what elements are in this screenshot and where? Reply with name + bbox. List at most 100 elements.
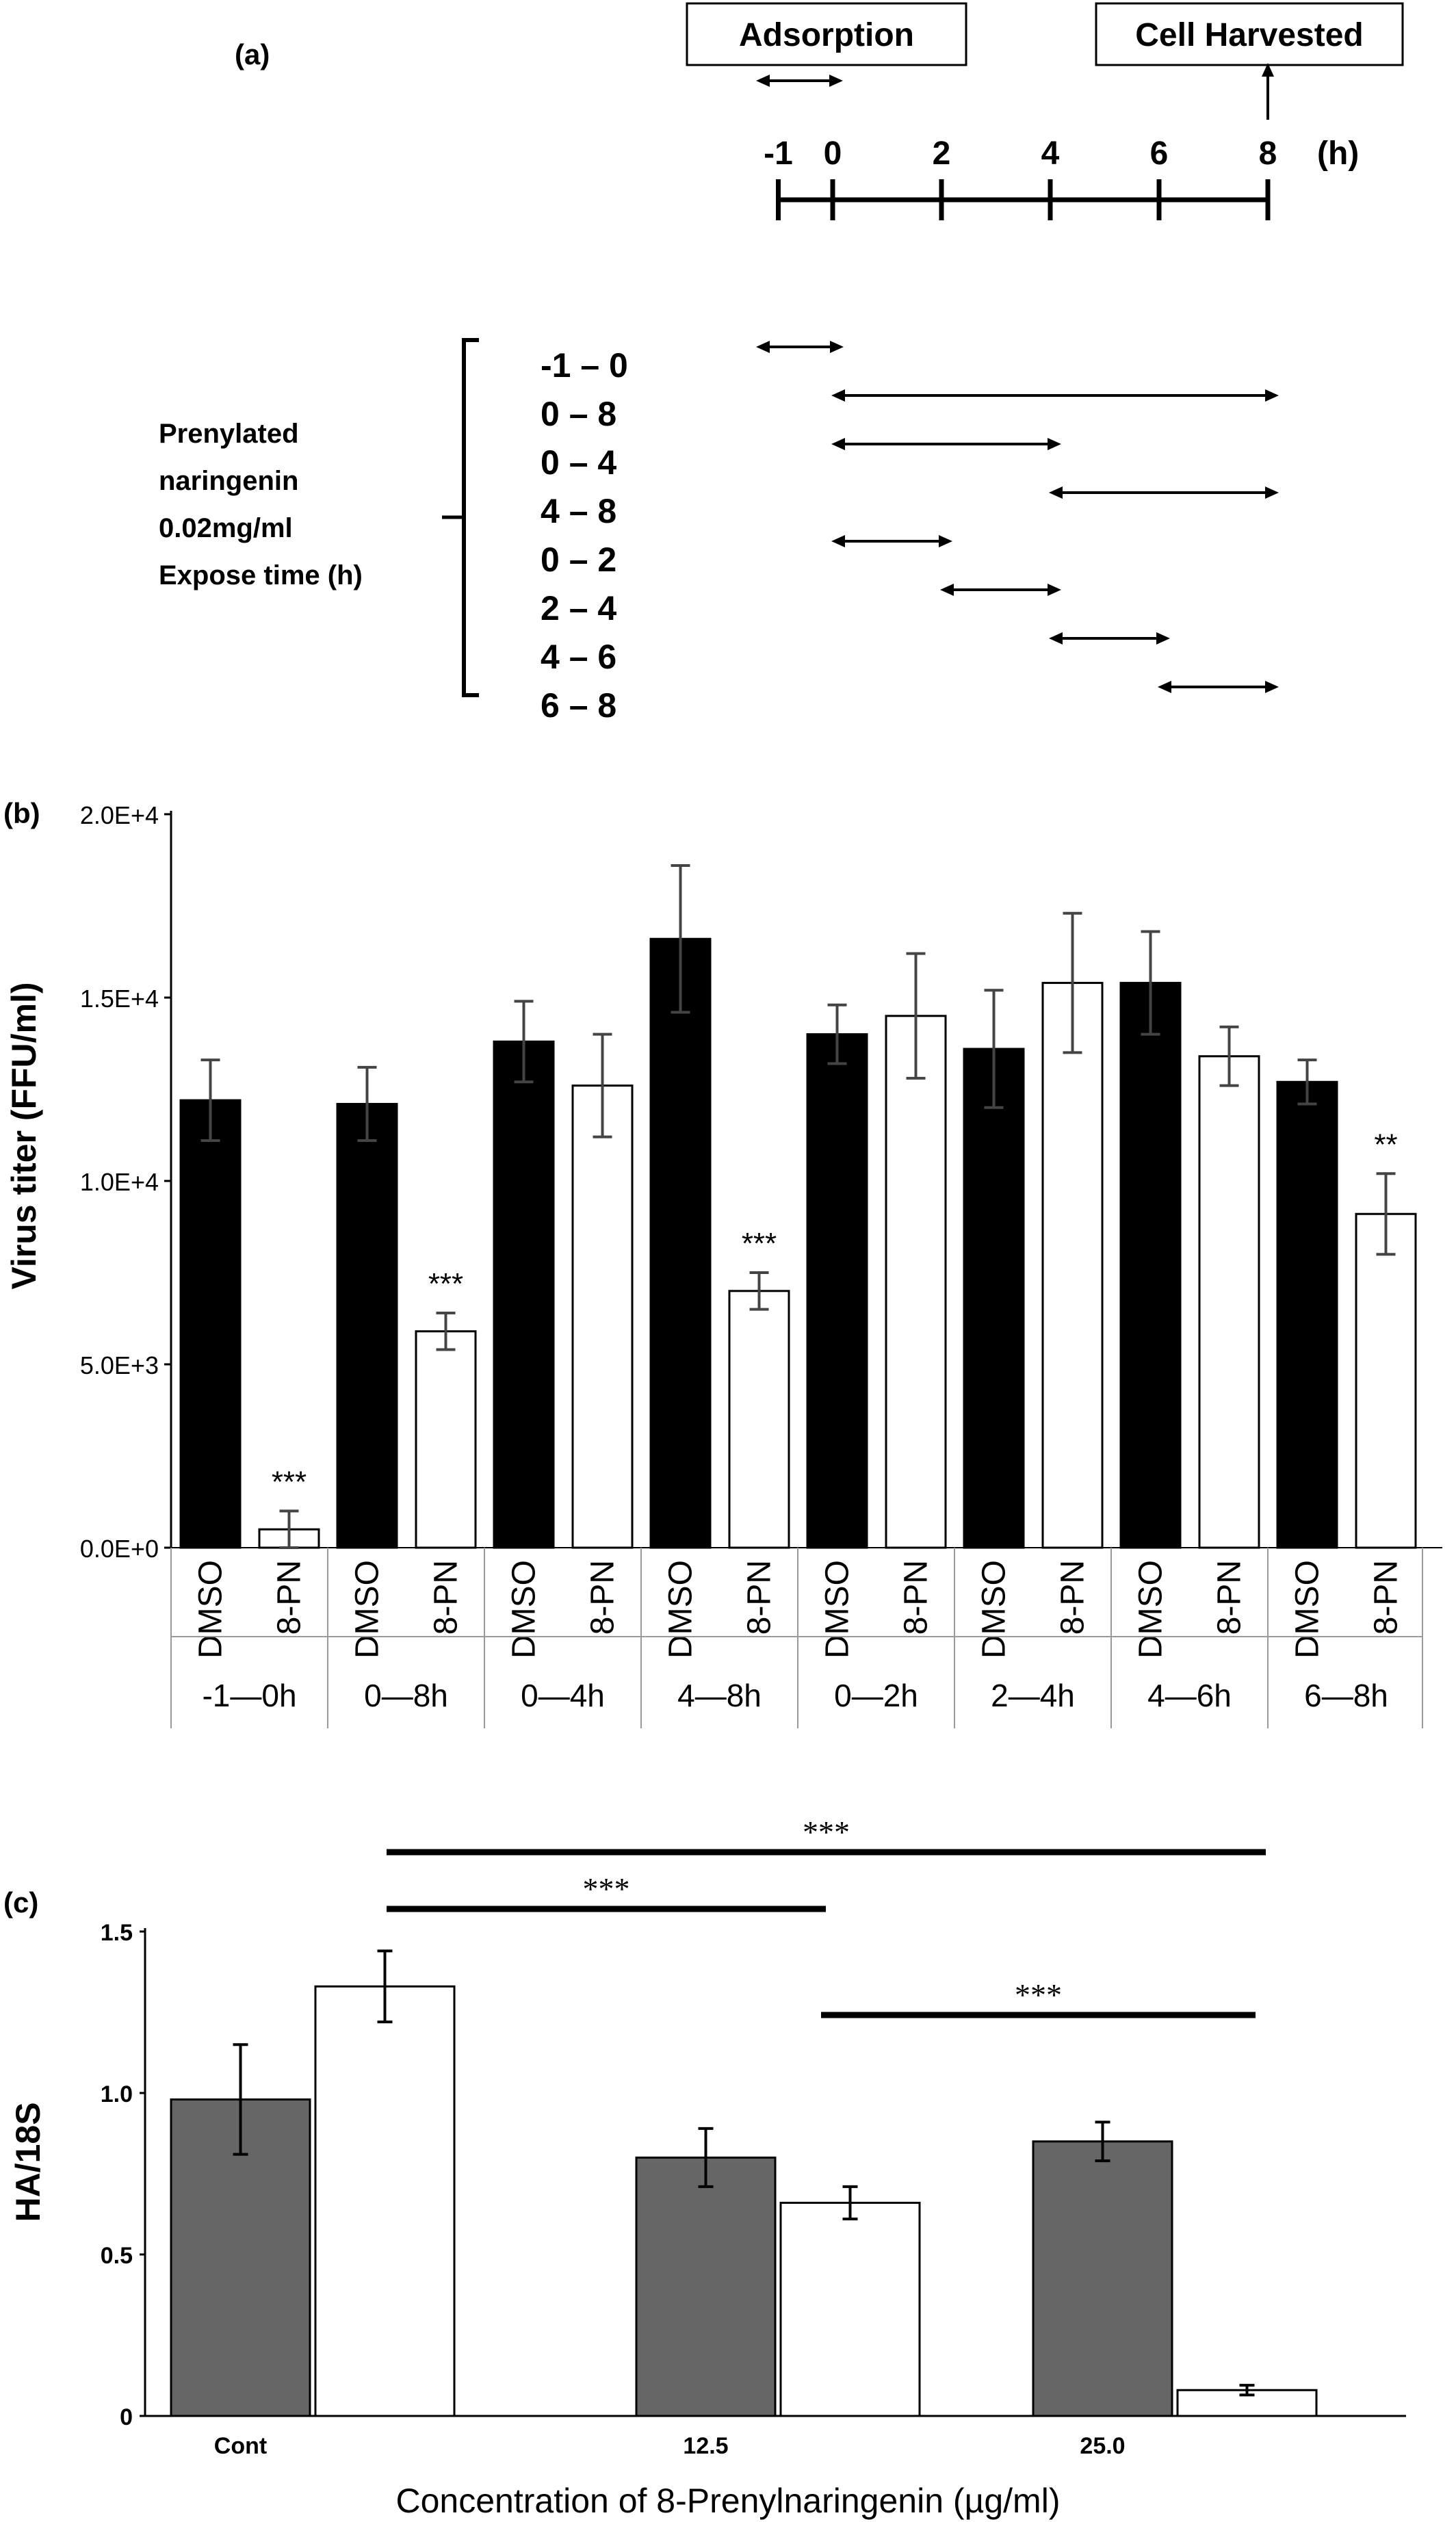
panel-b-bar [885,1015,947,1549]
panel-b-treatment-label: DMSO [820,1560,856,1659]
interval-label: 0 – 2 [541,541,616,579]
time-tick-label: 8 [1259,135,1277,172]
time-axis [776,179,1271,220]
harvest-box [1095,2,1404,66]
panel-c-category-label: 12.5 [683,2433,728,2459]
panel-b-bar [1119,982,1182,1549]
panel-c-category-label: 25.0 [1080,2433,1125,2459]
interval-arrow [831,438,1061,450]
time-tick-label: -1 [764,135,793,172]
panel-b-bar [179,1099,242,1549]
panel-c-x-axis-label: Concentration of 8-Prenylnaringenin (µg/… [396,2482,1061,2520]
panel-b-treatment-label: 8-PN [742,1560,778,1635]
panel-c-significance: *** *** *** [387,1815,1266,2018]
interval-arrow-head-left [1049,632,1063,645]
panel-b-group-label: 2—4h [991,1678,1075,1713]
interval-arrow [831,389,1279,402]
panel-b-y-axis-label: Virus titer (FFU/ml) [5,982,43,1289]
interval-arrow-head-left [831,438,845,450]
panel-b-bar [806,1033,868,1549]
panel-b-bar [1041,982,1104,1549]
panel-b-bar [1276,1080,1338,1549]
panel-b-treatment-label: 8-PN [428,1560,465,1635]
panel-b-treatment-label: 8-PN [272,1560,308,1635]
treatment-label-line: naringenin [159,466,298,496]
harvest-arrow-head [1262,63,1274,77]
panel-b-bar [571,1084,634,1549]
interval-arrow-head-right [1265,681,1279,693]
treatment-label: Prenylated naringenin 0.02mg/ml Expose time… [159,419,363,590]
panel-b-treatment-label: DMSO [1290,1560,1326,1659]
interval-arrow-head-right [939,535,952,547]
interval-arrow-head-right [1156,632,1170,645]
panel-b-treatment-label: DMSO [976,1560,1013,1659]
panel-c-bar [635,2156,777,2417]
panel-b-significance-label: *** [742,1227,777,1260]
interval-arrow-head-left [756,341,770,353]
interval-arrow-head-left [1158,681,1171,693]
panel-c-bar [779,2201,921,2417]
panel-c-bar [1032,2140,1173,2417]
treatment-label-line: 0.02mg/ml [159,513,293,543]
panel-b-bar [415,1330,477,1549]
interval-arrow [1158,681,1279,693]
panel-c-bar [314,1985,456,2417]
panel-c-y-tick-label: 1.0 [101,2081,133,2107]
panel-c-significance-label: *** [803,1815,850,1849]
interval-arrow-head-left [940,584,954,596]
panel-b-y-tick-label: 0.0E+0 [80,1535,159,1563]
panel-c-significance-label: *** [583,1871,630,1906]
interval-arrow [1049,632,1170,645]
panel-c-label: (c) [3,1886,38,1919]
time-tick-label: 6 [1150,135,1169,172]
interval-arrow-head-right [1265,389,1279,402]
panel-c-y-axis-label: HA/18S [9,2102,47,2222]
time-tick-label: 0 [824,135,842,172]
panel-b-treatment-label: 8-PN [1368,1560,1405,1635]
time-tick-labels: -1 0 2 4 6 8 [764,135,1277,172]
adsorption-arrow-line [756,75,843,87]
interval-arrow-head-right [1048,438,1061,450]
panel-b-label: (b) [3,797,40,829]
panel-b-treatment-label: 8-PN [1212,1560,1248,1635]
interval-arrow-head-right [830,341,844,353]
panel-b-significance-label: *** [272,1465,307,1498]
panel-c-chart: (c) HA/18S *** *** *** 0 0.5 1.0 1.5 Cont 12.5… [3,1815,1406,2520]
interval-arrow [940,584,1061,596]
harvest-arrow [1262,63,1274,120]
panel-b-group-label: 0—8h [364,1678,448,1713]
panel-b-y-ticks: 0.0E+0 5.0E+3 1.0E+4 1.5E+4 2.0E+4 [80,801,171,1563]
interval-arrow-head-left [831,535,845,547]
interval-arrow [756,341,844,353]
interval-arrow [1049,486,1279,499]
panel-b-group-label: 0—2h [834,1678,918,1713]
panel-b-group-label: 0—4h [521,1678,605,1713]
panel-b-bar [963,1048,1025,1549]
panel-a-label: (a) [235,38,270,70]
panel-b-bar [1198,1055,1260,1549]
panel-b-bar [649,937,712,1549]
panel-b-bars: *********** [179,864,1417,1549]
bracket [462,338,479,697]
panel-b-treatment-label: DMSO [350,1560,386,1659]
interval-arrow-head-left [1049,486,1063,499]
harvest-label: Cell Harvested [1135,17,1364,53]
panel-b-treatment-label: DMSO [1133,1560,1169,1659]
panel-b-treatment-label: 8-PN [585,1560,621,1635]
panel-b-bar [336,1102,398,1549]
panel-c-significance-label: *** [1015,1977,1062,2012]
adsorption-arrow-line-head-right [829,75,843,87]
interval-arrow [831,535,952,547]
adsorption-box [686,2,967,66]
hour-unit: (h) [1317,135,1359,172]
interval-label: 0 – 8 [541,395,616,433]
panel-c-x-labels: Cont 12.5 25.0 [214,2433,1126,2459]
panel-b-group-label: -1—0h [202,1678,296,1713]
time-tick-label: 4 [1041,135,1060,172]
panel-c-bars [170,1949,1318,2417]
panel-c-category-label: Cont [214,2433,267,2459]
panel-c-y-tick-label: 0 [120,2404,133,2430]
panel-b-group-label: 4—6h [1147,1678,1232,1713]
panel-b-treatment-label: DMSO [193,1560,229,1659]
